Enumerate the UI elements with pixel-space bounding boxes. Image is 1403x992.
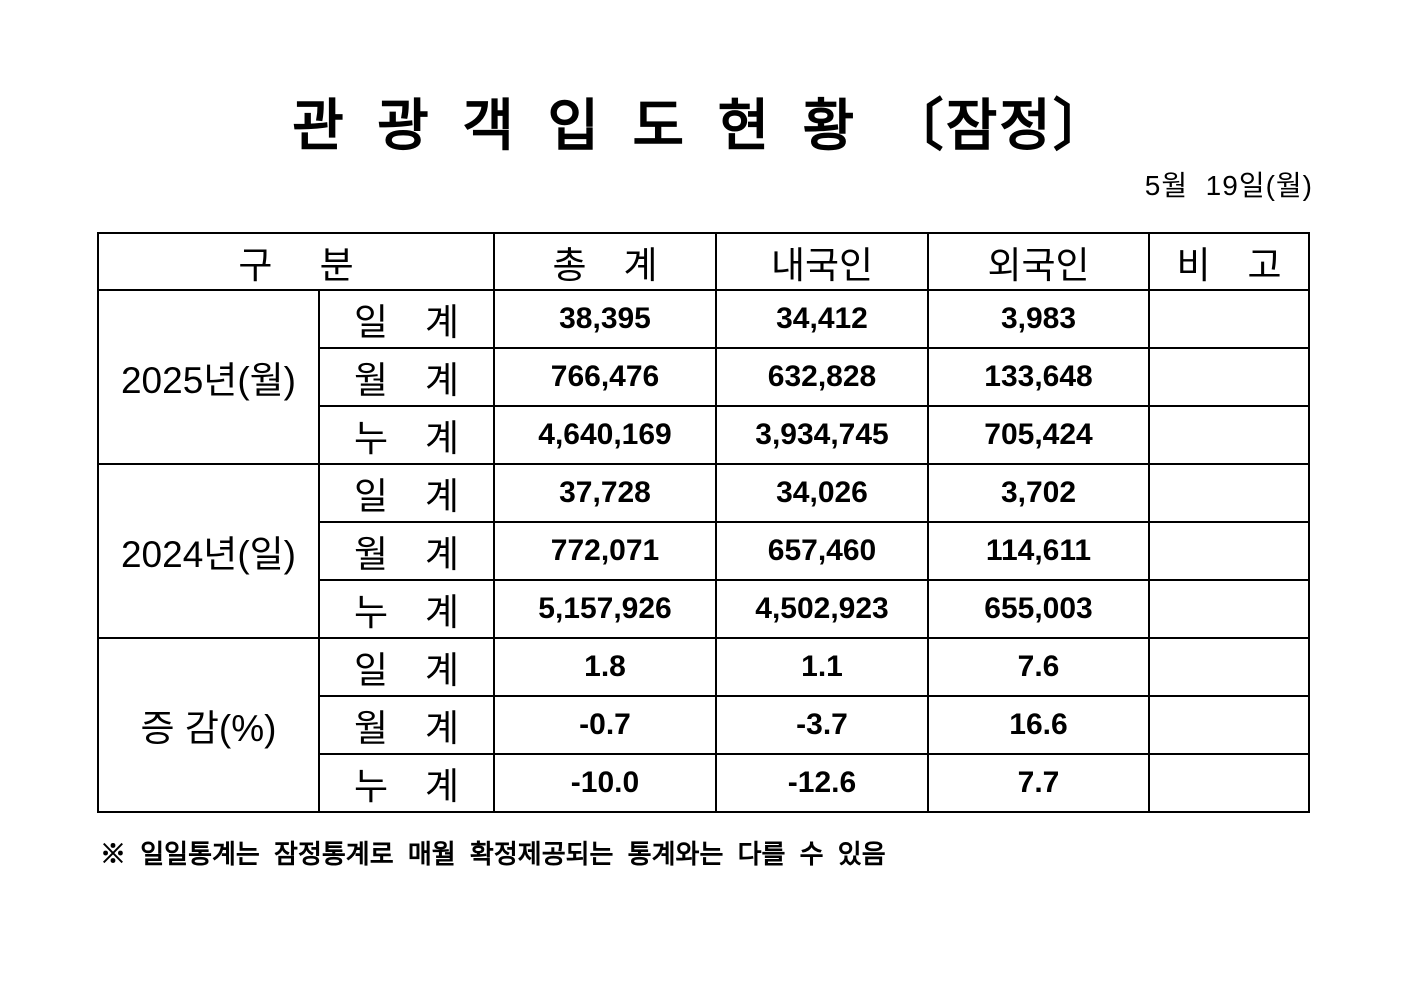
value-domestic: 1.1 — [715, 637, 929, 697]
row-label: 일 계 — [318, 463, 495, 523]
group-label-2025: 2025년(월) — [97, 289, 320, 465]
value-domestic: 4,502,923 — [715, 579, 929, 639]
value-foreign: 655,003 — [927, 579, 1150, 639]
table-header-row: 구 분 총 계 내국인 외국인 비 고 — [97, 232, 1310, 291]
value-foreign: 7.7 — [927, 753, 1150, 813]
table-row: 월 계 766,476 632,828 133,648 — [98, 347, 1310, 407]
note-cell — [1148, 463, 1310, 523]
value-total: 37,728 — [493, 463, 717, 523]
page-title: 관 광 객 입 도 현 황 〔잠정〕 — [292, 94, 1111, 157]
value-domestic: -12.6 — [715, 753, 929, 813]
note-cell — [1148, 289, 1310, 349]
note-cell — [1148, 695, 1310, 755]
footnote: ※ 일일통계는 잠정통계로 매월 확정제공되는 통계와는 다를 수 있음 — [100, 839, 886, 869]
table-row: 2025년(월) 일 계 38,395 34,412 3,983 — [97, 289, 1310, 465]
value-total: -10.0 — [493, 753, 717, 813]
note-cell — [1148, 521, 1310, 581]
group-label-2024: 2024년(일) — [97, 463, 320, 639]
table-row: 누 계 4,640,169 3,934,745 705,424 — [98, 405, 1310, 465]
value-domestic: 632,828 — [715, 347, 929, 407]
note-cell — [1148, 579, 1310, 639]
table-row: 2024년(일) 일 계 37,728 34,026 3,702 — [97, 463, 1310, 639]
value-foreign: 114,611 — [927, 521, 1150, 581]
value-domestic: 657,460 — [715, 521, 929, 581]
col-header-category: 구 분 — [97, 232, 495, 291]
row-label: 월 계 — [318, 695, 495, 755]
value-domestic: 3,934,745 — [715, 405, 929, 465]
table-row: 월 계 -0.7 -3.7 16.6 — [98, 695, 1310, 755]
col-header-domestic: 내국인 — [715, 232, 929, 291]
note-cell — [1148, 347, 1310, 407]
note-cell — [1148, 637, 1310, 697]
value-foreign: 133,648 — [927, 347, 1150, 407]
value-total: -0.7 — [493, 695, 717, 755]
table-row: 월 계 772,071 657,460 114,611 — [98, 521, 1310, 581]
row-label: 일 계 — [318, 637, 495, 697]
table-row: 누 계 -10.0 -12.6 7.7 — [98, 753, 1310, 813]
note-cell — [1148, 405, 1310, 465]
value-total: 772,071 — [493, 521, 717, 581]
value-total: 766,476 — [493, 347, 717, 407]
value-total: 4,640,169 — [493, 405, 717, 465]
report-date: 5월 19일(월) — [1144, 170, 1313, 201]
row-label: 누 계 — [318, 579, 495, 639]
row-label: 누 계 — [318, 405, 495, 465]
value-foreign: 705,424 — [927, 405, 1150, 465]
value-foreign: 16.6 — [927, 695, 1150, 755]
value-total: 1.8 — [493, 637, 717, 697]
value-domestic: -3.7 — [715, 695, 929, 755]
row-label: 월 계 — [318, 347, 495, 407]
row-label: 월 계 — [318, 521, 495, 581]
value-foreign: 3,702 — [927, 463, 1150, 523]
col-header-total: 총 계 — [493, 232, 717, 291]
col-header-note: 비 고 — [1148, 232, 1310, 291]
note-cell — [1148, 753, 1310, 813]
table-row: 증 감(%) 일 계 1.8 1.1 7.6 — [97, 637, 1310, 813]
tourist-arrival-table: 구 분 총 계 내국인 외국인 비 고 2025년(월) 일 계 38,395 … — [97, 232, 1310, 813]
row-label: 누 계 — [318, 753, 495, 813]
value-total: 38,395 — [493, 289, 717, 349]
value-total: 5,157,926 — [493, 579, 717, 639]
value-domestic: 34,026 — [715, 463, 929, 523]
value-foreign: 7.6 — [927, 637, 1150, 697]
table-row: 누 계 5,157,926 4,502,923 655,003 — [98, 579, 1310, 639]
row-label: 일 계 — [318, 289, 495, 349]
value-domestic: 34,412 — [715, 289, 929, 349]
value-foreign: 3,983 — [927, 289, 1150, 349]
group-label-change: 증 감(%) — [97, 637, 320, 813]
col-header-foreign: 외국인 — [927, 232, 1150, 291]
